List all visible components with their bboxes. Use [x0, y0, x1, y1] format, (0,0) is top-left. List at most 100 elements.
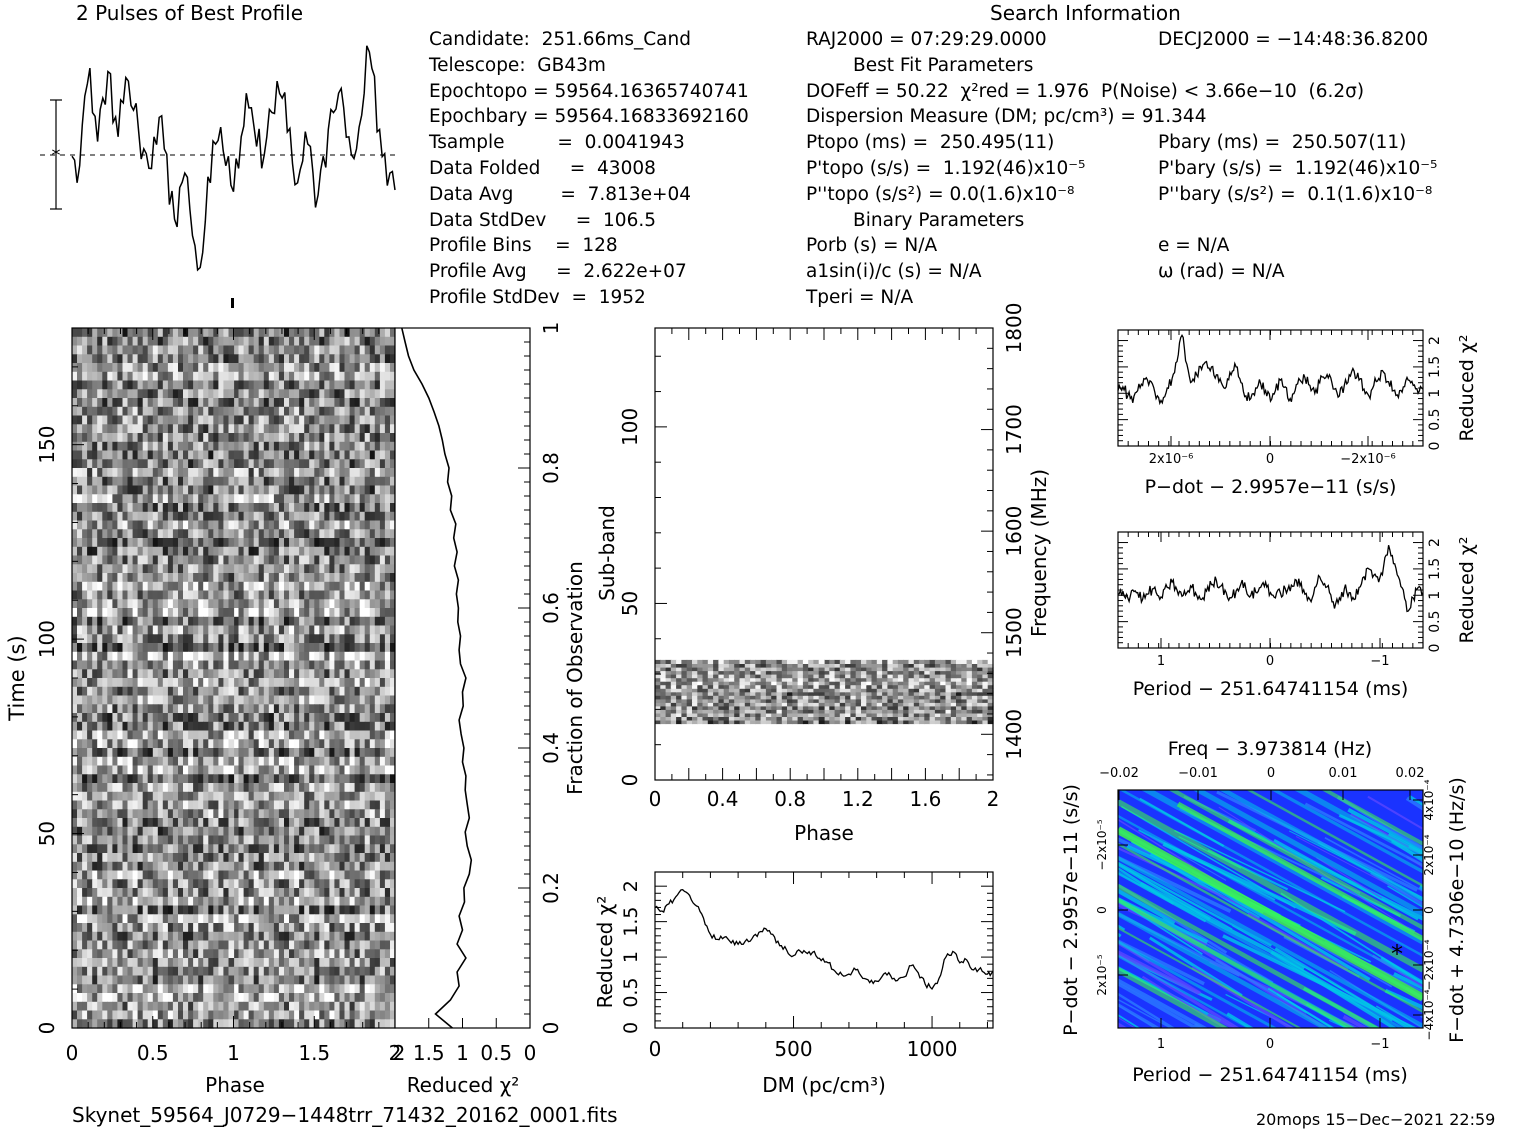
y-tick-label: 1: [1427, 591, 1443, 600]
ppdot-heatmap: [1118, 790, 1423, 1028]
candidate-info-column: Candidate: 251.66ms_Cand Telescope: GB43m…: [429, 27, 749, 311]
bary-parameters-column: DECJ2000 = −14:48:36.8200 Pbary (ms) = 25…: [1158, 27, 1437, 311]
info-line: P'bary (s/s) = 1.192(46)x10⁻⁵: [1158, 157, 1438, 179]
info-line: ω (rad) = N/A: [1158, 261, 1285, 283]
y-tick-label: 0.5: [1427, 611, 1443, 633]
x-tick-label: 2: [389, 1041, 402, 1065]
pdot-chi-frame: [1117, 329, 1424, 447]
y-axis-label: Reduced χ²: [1456, 537, 1478, 644]
top-tick-label: 0.02: [1396, 766, 1425, 781]
info-line: Dispersion Measure (DM; pc/cm³) = 91.344: [806, 106, 1207, 128]
y-tick-label: 1.5: [620, 907, 642, 937]
right-tick-label: 1: [539, 322, 563, 335]
right-axis-label: F−dot + 4.7306e−10 (Hz/s): [1446, 777, 1468, 1043]
timestamp-label: 20mops 15−Dec−2021 22:59: [1256, 1110, 1496, 1129]
right-axis-label: Frequency (MHz): [1027, 469, 1051, 637]
right-tick-label: 0.2: [539, 872, 563, 904]
right-tick-label: −4x10⁻⁴: [1422, 989, 1436, 1040]
x-tick-label: 2: [987, 787, 1000, 811]
right-tick-label: 1500: [1002, 607, 1026, 658]
x-tick-label: 2x10⁻⁶: [1149, 452, 1194, 467]
info-line: Porb (s) = N/A: [806, 235, 938, 257]
y-axis-label: P−dot − 2.9957e−11 (s/s): [1060, 784, 1082, 1036]
y-tick-label: 1: [620, 951, 642, 963]
x-tick-label: 1: [1157, 654, 1165, 669]
y-tick-label: 1.5: [1427, 356, 1443, 378]
best-fit-marker: *: [1391, 940, 1403, 968]
y-tick-label: 0: [620, 1022, 642, 1034]
x-tick-label: −1: [1370, 654, 1389, 669]
x-tick-label: 0: [1266, 654, 1274, 669]
x-axis-label: P−dot − 2.9957e−11 (s/s): [1145, 476, 1397, 498]
profile-line: [71, 45, 396, 272]
info-line: Profile Bins = 128: [429, 235, 618, 257]
x-axis-label: Period − 251.64741154 (ms): [1133, 678, 1409, 700]
right-tick-label: 0: [539, 1022, 563, 1035]
x-tick-label: 0: [649, 787, 662, 811]
info-line: Binary Parameters: [806, 209, 1025, 231]
x-tick-label: 0: [524, 1041, 537, 1065]
x-axis-label: Period − 251.64741154 (ms): [1132, 1064, 1408, 1086]
x-tick-label: 1.2: [842, 787, 874, 811]
dm-curve: [654, 889, 994, 991]
right-tick-label: 0.4: [539, 732, 563, 764]
x-tick-label: 1.5: [413, 1041, 445, 1065]
top-tick-label: −0.01: [1178, 766, 1218, 781]
info-line: Epochtopo = 59564.16365740741: [429, 80, 749, 102]
x-tick-label: 0.5: [137, 1041, 169, 1065]
right-tick-label: −2x10⁻⁴: [1422, 939, 1436, 990]
right-tick-label: 0: [1422, 906, 1436, 914]
x-tick-label: 2: [393, 1041, 406, 1065]
right-tick-label: 1700: [1002, 404, 1026, 455]
redchi-line: [401, 327, 473, 1029]
y-tick-label: 100: [35, 620, 59, 658]
pdot-chi-curve: [1117, 333, 1424, 406]
info-line: Telescope: GB43m: [429, 54, 606, 76]
time-phase-heatmap: [72, 328, 396, 1029]
y-tick-label: 0.5: [1427, 409, 1443, 431]
info-line: Epochbary = 59564.16833692160: [429, 106, 749, 128]
info-line: RAJ2000 = 07:29:29.0000: [806, 29, 1047, 50]
info-line: Candidate: 251.66ms_Cand: [429, 29, 691, 50]
x-tick-label: 0: [66, 1041, 79, 1065]
x-tick-label: 1: [227, 1041, 240, 1065]
info-line: DOFeff = 50.22 χ²red = 1.976 P(Noise) < …: [806, 80, 1365, 102]
y-tick-label: 150: [35, 426, 59, 464]
x-tick-label: 1: [456, 1041, 469, 1065]
y-tick-label: 2: [620, 880, 642, 892]
info-line: a1sin(i)/c (s) = N/A: [806, 261, 982, 283]
info-line: P''topo (s/s²) = 0.0(1.6)x10⁻⁸: [806, 183, 1075, 205]
x-tick-label: 0.4: [707, 787, 739, 811]
info-line: Pbary (ms) = 250.507(11): [1158, 132, 1407, 154]
y-tick-label: 1.5: [1427, 558, 1443, 580]
info-line: Profile StdDev = 1952: [429, 286, 646, 308]
x-tick-label: 0: [1266, 1037, 1274, 1052]
y-tick-label: −2x10⁻⁵: [1095, 819, 1109, 870]
y-axis-label: Reduced χ²: [593, 896, 617, 1009]
info-line: Data Folded = 43008: [429, 157, 656, 179]
x-tick-label: 1.6: [909, 787, 941, 811]
y-tick-label: 1: [1427, 389, 1443, 398]
x-tick-label: −1: [1370, 1037, 1389, 1052]
profile-errorbar-marker: *: [52, 145, 61, 166]
x-axis-label: Reduced χ²: [407, 1073, 520, 1097]
info-line: Data StdDev = 106.5: [429, 209, 656, 231]
x-tick-label: 0.5: [480, 1041, 512, 1065]
right-tick-label: 1600: [1002, 506, 1026, 557]
top-tick-label: 0.01: [1329, 766, 1358, 781]
info-line: DECJ2000 = −14:48:36.8200: [1158, 29, 1429, 50]
right-tick-label: 1400: [1002, 709, 1026, 760]
info-line: Profile Avg = 2.622e+07: [429, 261, 687, 283]
right-tick-label: 0.6: [539, 592, 563, 624]
right-axis-label: Fraction of Observation: [563, 561, 587, 795]
info-line: P'topo (s/s) = 1.192(46)x10⁻⁵: [806, 157, 1086, 179]
right-tick-label: 2x10⁻⁴: [1422, 834, 1436, 875]
x-tick-label: 0: [649, 1037, 662, 1061]
info-line: Tperi = N/A: [806, 286, 914, 308]
y-tick-label: 100: [618, 408, 642, 446]
search-info-title: Search Information: [990, 1, 1181, 25]
y-axis-label: Sub-band: [595, 505, 619, 601]
y-tick-label: 2x10⁻⁵: [1095, 954, 1109, 995]
right-tick-label: 4x10⁻⁴: [1422, 779, 1436, 820]
